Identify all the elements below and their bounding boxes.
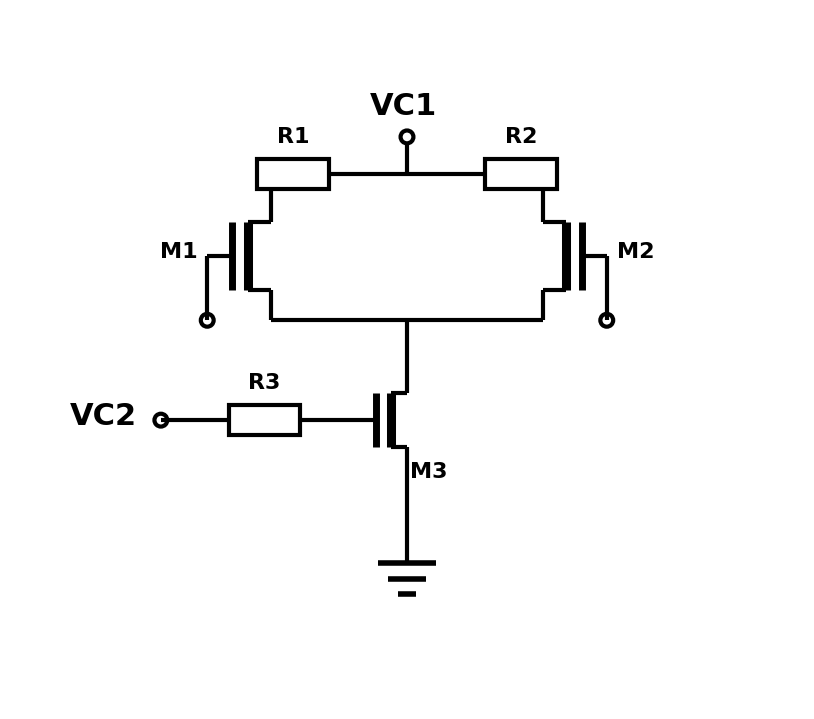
Text: VC2: VC2 bbox=[70, 402, 138, 431]
Text: R2: R2 bbox=[505, 127, 537, 147]
Bar bbox=[229, 406, 300, 435]
Bar bbox=[257, 159, 329, 189]
Text: R3: R3 bbox=[248, 373, 281, 393]
Bar bbox=[485, 159, 557, 189]
Text: R1: R1 bbox=[277, 127, 309, 147]
Text: M2: M2 bbox=[616, 242, 654, 262]
Text: VC1: VC1 bbox=[370, 92, 437, 121]
Text: M1: M1 bbox=[160, 242, 198, 262]
Text: M3: M3 bbox=[409, 462, 447, 482]
